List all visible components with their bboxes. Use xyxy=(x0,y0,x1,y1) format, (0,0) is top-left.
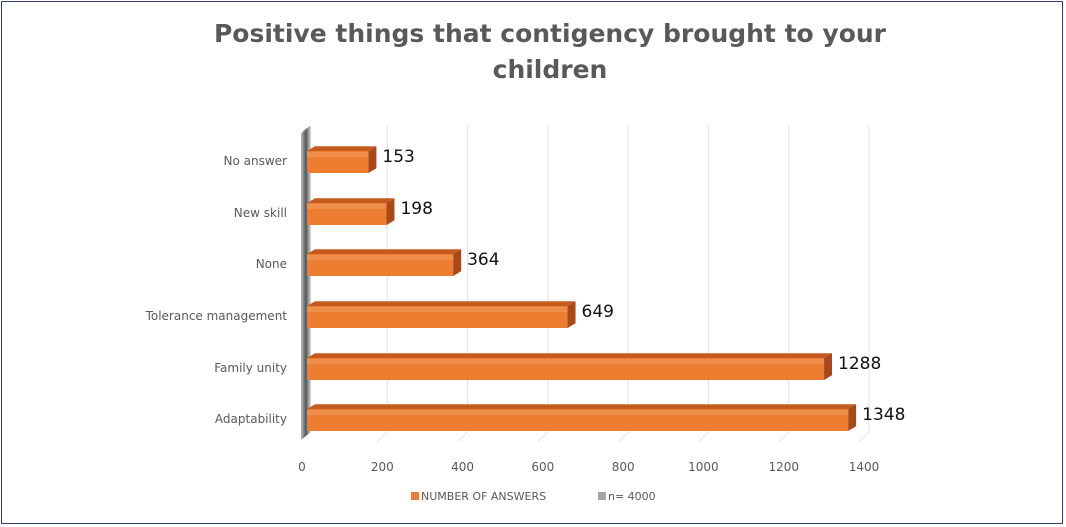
bar-top xyxy=(307,301,576,306)
data-label: 198 xyxy=(400,199,432,219)
x-tick-label: 200 xyxy=(371,460,394,474)
x-tick-label: 800 xyxy=(612,460,635,474)
data-label: 153 xyxy=(382,147,414,167)
x-tick-label: 400 xyxy=(451,460,474,474)
bar-highlight xyxy=(307,307,568,312)
bar-group xyxy=(307,353,833,380)
legend-label: NUMBER OF ANSWERS xyxy=(421,490,546,503)
bar-highlight xyxy=(307,410,849,415)
gridline-floor xyxy=(537,431,549,443)
bar-highlight xyxy=(307,152,369,157)
bar-top xyxy=(307,198,395,203)
gridline-floor xyxy=(698,431,709,443)
bar-group xyxy=(307,198,395,225)
bar-top xyxy=(307,249,462,254)
bar-group xyxy=(307,146,377,173)
bar-top xyxy=(307,146,377,151)
data-label: 1288 xyxy=(838,354,881,374)
bar-highlight xyxy=(307,359,825,364)
bar-side xyxy=(368,146,377,173)
bar-side xyxy=(567,301,576,328)
bar-group xyxy=(307,404,857,431)
bar-top xyxy=(307,404,857,409)
category-label: No answer xyxy=(224,154,288,168)
data-label: 1348 xyxy=(862,405,905,425)
x-tick-label: 0 xyxy=(298,460,306,474)
gridline-floor xyxy=(778,431,790,443)
data-label: 364 xyxy=(467,250,499,270)
x-tick-label: 1000 xyxy=(688,460,719,474)
legend-swatch xyxy=(598,492,606,500)
category-label: Tolerance management xyxy=(145,309,288,323)
gridline-floor xyxy=(376,431,388,443)
data-label: 649 xyxy=(582,302,614,322)
bar-side xyxy=(386,198,395,225)
category-label: None xyxy=(256,257,287,271)
bar-highlight xyxy=(307,255,454,260)
category-label: Adaptability xyxy=(215,412,287,426)
bar-side xyxy=(824,353,833,380)
bar-top xyxy=(307,353,833,358)
bar-side xyxy=(453,249,462,276)
legend-swatch xyxy=(411,492,419,500)
bar-side xyxy=(848,404,857,431)
gridline-floor xyxy=(617,431,629,443)
gridline-floor xyxy=(457,431,468,443)
bar-highlight xyxy=(307,204,387,209)
bar-group xyxy=(307,249,462,276)
gridline-floor xyxy=(858,431,870,443)
legend-label: n= 4000 xyxy=(608,490,656,503)
x-tick-label: 600 xyxy=(531,460,554,474)
x-tick-label: 1400 xyxy=(849,460,880,474)
category-label: New skill xyxy=(234,206,287,220)
bar-group xyxy=(307,301,576,328)
chart-title: Positive things that contigency brought … xyxy=(213,19,887,84)
category-label: Family unity xyxy=(214,361,287,375)
x-tick-label: 1200 xyxy=(768,460,799,474)
